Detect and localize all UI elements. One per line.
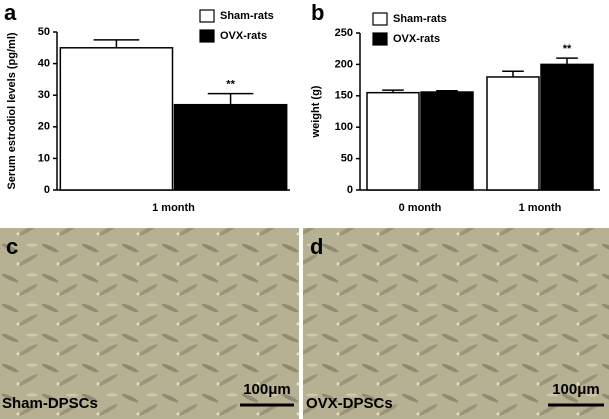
bar [420, 91, 474, 191]
y-tick-label: 20 [38, 121, 50, 133]
panel-letter: d [310, 234, 323, 259]
y-tick-label: 40 [38, 58, 50, 70]
scale-label: 100μm [552, 381, 600, 398]
legend-label: OVX-rats [393, 33, 440, 45]
x-tick-label: 1 month [152, 202, 195, 214]
legend-swatch [372, 12, 388, 26]
x-tick-label: 1 month [519, 202, 562, 214]
bar [59, 47, 174, 191]
y-tick-label: 30 [38, 89, 50, 101]
y-axis-label: weight (g) [310, 85, 322, 138]
y-tick-label: 250 [335, 27, 353, 39]
y-tick-label: 50 [341, 153, 353, 165]
significance: ** [563, 43, 572, 55]
bar [486, 76, 540, 191]
bar [366, 91, 420, 191]
legend-swatch [199, 9, 215, 23]
legend-swatch [372, 32, 388, 46]
scale-label: 100μm [243, 381, 291, 398]
caption: OVX-DPSCs [306, 395, 393, 412]
y-tick-label: 50 [38, 26, 50, 38]
bar [173, 103, 288, 191]
y-tick-label: 10 [38, 152, 50, 164]
legend-swatch [199, 29, 215, 43]
micrograph [303, 228, 609, 419]
panel-letter: a [4, 0, 17, 25]
y-tick-label: 0 [44, 184, 50, 196]
legend-label: OVX-rats [220, 30, 267, 42]
panel-letter: b [311, 0, 324, 25]
bar [540, 63, 594, 191]
panel-letter: c [6, 234, 18, 259]
legend-label: Sham-rats [393, 13, 447, 25]
micrograph [0, 228, 299, 419]
y-tick-label: 100 [335, 121, 353, 133]
y-tick-label: 150 [335, 90, 353, 102]
y-axis-label: Serum estrodiol levels (pg/ml) [6, 32, 18, 189]
caption: Sham-DPSCs [2, 395, 98, 412]
y-tick-label: 200 [335, 58, 353, 70]
x-tick-label: 0 month [399, 202, 442, 214]
significance: ** [226, 79, 235, 91]
y-tick-label: 0 [347, 184, 353, 196]
legend-label: Sham-rats [220, 10, 274, 22]
